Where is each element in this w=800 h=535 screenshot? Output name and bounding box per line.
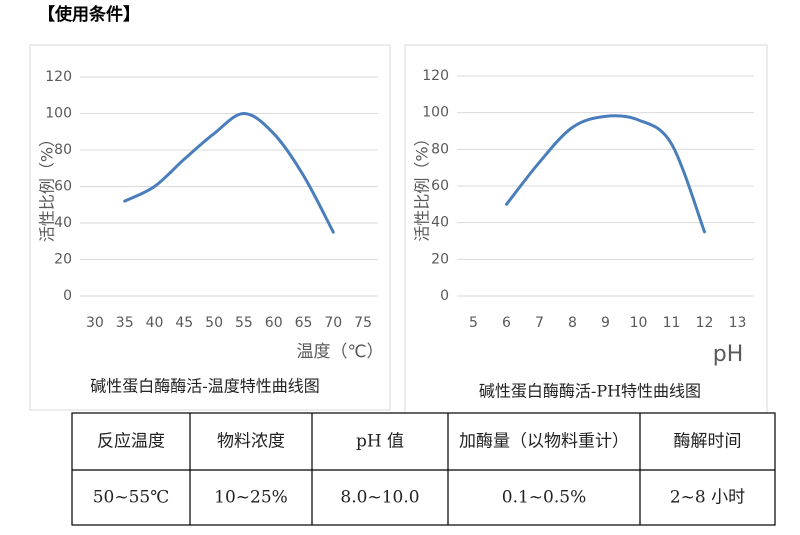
line-series: [505, 114, 706, 234]
y-tick-label: 40: [431, 215, 449, 231]
y-tick-label: 20: [431, 251, 449, 267]
y-tick-label: 20: [54, 252, 72, 268]
section-title: 【使用条件】: [38, 4, 140, 25]
chart-caption: 碱性蛋白酶酶活-PH特性曲线图: [479, 382, 701, 401]
x-axis-label: pH: [713, 342, 744, 367]
y-tick-label: 0: [63, 288, 72, 304]
table-cell: 物料浓度: [217, 432, 285, 452]
y-tick-label: 100: [422, 105, 449, 121]
y-axis-label: 活性比例（%）: [413, 130, 432, 241]
y-tick-label: 100: [45, 106, 72, 122]
table-cell: 8.0~10.0: [340, 488, 419, 508]
x-tick-label: 40: [146, 315, 164, 331]
line-series: [123, 111, 335, 234]
table-cell: 50~55℃: [93, 488, 170, 508]
table-cell: 加酶量（以物料重计）: [459, 432, 629, 452]
x-tick-label: 10: [630, 315, 648, 331]
x-tick-label: 50: [205, 315, 223, 331]
x-tick-label: 60: [265, 315, 283, 331]
x-tick-label: 12: [696, 315, 714, 331]
table-grid: [71, 412, 776, 526]
x-tick-label: 35: [116, 315, 134, 331]
x-tick-label: 45: [175, 315, 193, 331]
x-tick-label: 8: [568, 315, 577, 331]
y-tick-label: 80: [431, 141, 449, 157]
table-cell: 10~25%: [214, 488, 288, 508]
x-tick-label: 13: [729, 315, 747, 331]
x-tick-label: 9: [601, 315, 610, 331]
x-tick-label: 65: [295, 315, 313, 331]
table-cell: 反应温度: [97, 432, 165, 452]
x-tick-label: 75: [354, 315, 372, 331]
x-tick-label: 55: [235, 315, 253, 331]
x-tick-label: 6: [502, 315, 511, 331]
x-tick-label: 70: [324, 315, 342, 331]
y-tick-label: 40: [54, 215, 72, 231]
y-tick-label: 60: [431, 178, 449, 194]
x-axis-label: 温度（℃）: [296, 342, 383, 362]
y-tick-label: 120: [45, 69, 72, 85]
x-tick-label: 30: [86, 315, 104, 331]
table-cell: 酶解时间: [674, 432, 742, 452]
y-tick-label: 60: [54, 179, 72, 195]
y-tick-label: 80: [54, 142, 72, 158]
table-cell: 2~8 小时: [670, 488, 745, 508]
chart-caption: 碱性蛋白酶酶活-温度特性曲线图: [90, 377, 319, 396]
x-tick-label: 11: [663, 315, 681, 331]
y-axis-label: 活性比例（%）: [38, 131, 57, 242]
table-cell: pH 值: [356, 432, 404, 452]
y-tick-label: 0: [440, 288, 449, 304]
x-tick-label: 7: [535, 315, 544, 331]
table-cell: 0.1~0.5%: [502, 488, 586, 508]
chart-frame: [29, 44, 391, 411]
y-tick-label: 120: [422, 68, 449, 84]
x-tick-label: 5: [469, 315, 478, 331]
